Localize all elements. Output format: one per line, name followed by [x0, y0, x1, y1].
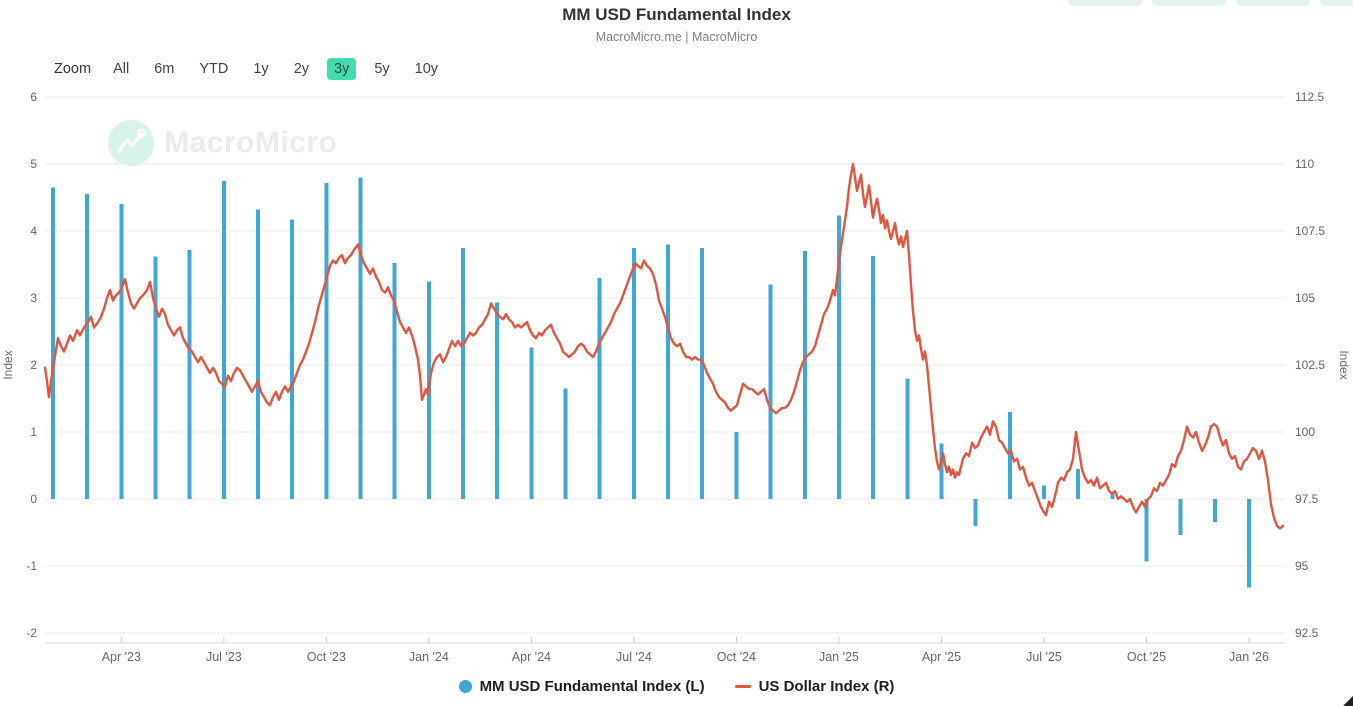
- bar-Apr23[interactable]: [119, 204, 124, 499]
- left-axis-tick-label: -2: [26, 626, 37, 640]
- bar-Sep24[interactable]: [700, 247, 705, 499]
- x-axis-label: Jan '26: [1229, 650, 1269, 664]
- page-subtitle: MacroMicro.me | MacroMicro: [595, 30, 758, 44]
- bar-Dec24[interactable]: [802, 251, 807, 499]
- bar-Mar24[interactable]: [495, 302, 500, 499]
- bar-Feb24[interactable]: [461, 247, 466, 499]
- bar-Nov23[interactable]: [358, 177, 363, 499]
- x-axis-label: Jan '25: [819, 650, 859, 664]
- bar-Aug23[interactable]: [256, 209, 261, 499]
- x-axis-label: Jul '23: [206, 650, 242, 664]
- bar-Jul24[interactable]: [631, 247, 636, 499]
- left-axis-tick-label: 2: [30, 358, 37, 372]
- chart-plot-area[interactable]: 6 112.5 5 110 4 107.5 3 105 2 102.5 1 100 0 97.5 -1 95 -…: [0, 0, 1353, 676]
- right-axis-tick-label: 95: [1295, 559, 1309, 573]
- legend-label: MM USD Fundamental Index (L): [479, 678, 705, 695]
- bar-Aug24[interactable]: [666, 244, 671, 499]
- right-axis-tick-label: 97.5: [1295, 492, 1319, 506]
- legend-label: US Dollar Index (R): [758, 678, 895, 695]
- bar-Nov25[interactable]: [1178, 499, 1183, 536]
- legend-line-marker: [734, 685, 751, 688]
- legend-item-line-series[interactable]: US Dollar Index (R): [734, 678, 895, 695]
- range-button-6m[interactable]: 6m: [154, 61, 175, 77]
- range-button-all[interactable]: All: [113, 61, 130, 77]
- left-axis-tick-label: 3: [30, 291, 37, 305]
- x-axis-label: Jan '24: [409, 650, 449, 664]
- bar-Sep25[interactable]: [1110, 492, 1115, 499]
- right-axis-tick-label: 105: [1295, 291, 1315, 305]
- bar-Oct25[interactable]: [1144, 499, 1149, 562]
- bar-Jan26[interactable]: [1246, 499, 1251, 588]
- bar-Dec23[interactable]: [392, 263, 397, 499]
- bar-Jul25[interactable]: [1041, 485, 1046, 499]
- left-axis-tick-label: 1: [30, 425, 37, 439]
- us-dollar-index-line[interactable]: [43, 162, 1285, 530]
- bar-Oct24[interactable]: [734, 432, 739, 499]
- range-button-1y[interactable]: 1y: [253, 61, 269, 77]
- bar-Apr25[interactable]: [939, 443, 944, 499]
- bar-May24[interactable]: [563, 388, 568, 499]
- bar-Mar25[interactable]: [905, 378, 910, 499]
- right-axis-tick-label: 107.5: [1295, 224, 1325, 238]
- bar-Jun25[interactable]: [1007, 411, 1012, 499]
- bar-Jun24[interactable]: [597, 277, 602, 499]
- x-axis-label: Jul '24: [616, 650, 652, 664]
- bar-May25[interactable]: [973, 499, 978, 526]
- left-axis-title: Index: [1, 350, 15, 379]
- top-toolbar-button[interactable]: [1152, 0, 1226, 6]
- left-axis-tick-label: 4: [30, 224, 37, 238]
- right-axis-title: Index: [1337, 350, 1351, 379]
- range-button-group: All 6m YTD 1y 2y 3y 5y 10y: [106, 58, 445, 80]
- page-title: MM USD Fundamental Index: [562, 5, 791, 24]
- zoom-label: Zoom: [54, 61, 92, 77]
- legend-item-bar-series[interactable]: MM USD Fundamental Index (L): [458, 678, 705, 695]
- bar-Mar23[interactable]: [85, 194, 90, 499]
- right-axis-tick-label: 102.5: [1295, 358, 1325, 372]
- x-axis-label: Oct '24: [717, 650, 756, 664]
- top-toolbar-button[interactable]: [1068, 0, 1142, 6]
- bar-Apr24[interactable]: [529, 347, 534, 499]
- bar-Feb23[interactable]: [51, 187, 55, 499]
- x-axis-label: Apr '25: [922, 650, 961, 664]
- chart-legend: MM USD Fundamental Index (L) US Dollar In…: [0, 678, 1353, 695]
- left-axis-tick-label: 6: [30, 90, 37, 104]
- bar-Jul23[interactable]: [221, 180, 226, 499]
- x-axis-label: Oct '23: [307, 650, 346, 664]
- x-axis-label: Jul '25: [1026, 650, 1062, 664]
- zoom-toolbar: Zoom All 6m YTD 1y 2y 3y 5y 10y: [54, 58, 445, 80]
- left-axis-tick-label: 0: [30, 492, 37, 506]
- bar-Oct23[interactable]: [324, 182, 329, 499]
- chart-header: MM USD Fundamental Index MacroMicro.me |…: [0, 4, 1353, 44]
- range-button-5y[interactable]: 5y: [374, 61, 390, 77]
- bar-Feb25[interactable]: [871, 255, 876, 499]
- bar-Sep23[interactable]: [290, 219, 295, 500]
- right-axis-tick-label: 92.5: [1295, 626, 1319, 640]
- bar-Aug25[interactable]: [1076, 468, 1081, 499]
- right-axis-tick-label: 110: [1295, 157, 1314, 171]
- bar-Nov24[interactable]: [768, 284, 773, 499]
- right-axis-tick-label: 100: [1295, 425, 1315, 439]
- range-button-ytd[interactable]: YTD: [199, 61, 229, 77]
- range-button-10y[interactable]: 10y: [414, 61, 439, 77]
- bar-Jan25[interactable]: [836, 215, 841, 499]
- right-axis-tick-label: 112.5: [1295, 90, 1324, 104]
- range-button-2y[interactable]: 2y: [293, 61, 310, 77]
- legend-circle-marker: [458, 680, 472, 693]
- left-axis-tick-label: 5: [30, 157, 37, 171]
- x-axis-label: Apr '24: [512, 650, 551, 664]
- range-button-3y[interactable]: 3y: [327, 58, 357, 80]
- left-axis-tick-label: -1: [26, 559, 37, 573]
- top-toolbar-button[interactable]: [1236, 0, 1310, 6]
- bar-Dec25[interactable]: [1212, 499, 1217, 522]
- x-axis-label: Oct '25: [1127, 650, 1166, 664]
- resize-corner-handle[interactable]: [1343, 696, 1353, 706]
- bar-May23[interactable]: [153, 256, 158, 499]
- bar-Jun23[interactable]: [187, 249, 192, 499]
- x-axis-label: Apr '23: [102, 650, 141, 664]
- top-toolbar-button[interactable]: [1320, 0, 1353, 6]
